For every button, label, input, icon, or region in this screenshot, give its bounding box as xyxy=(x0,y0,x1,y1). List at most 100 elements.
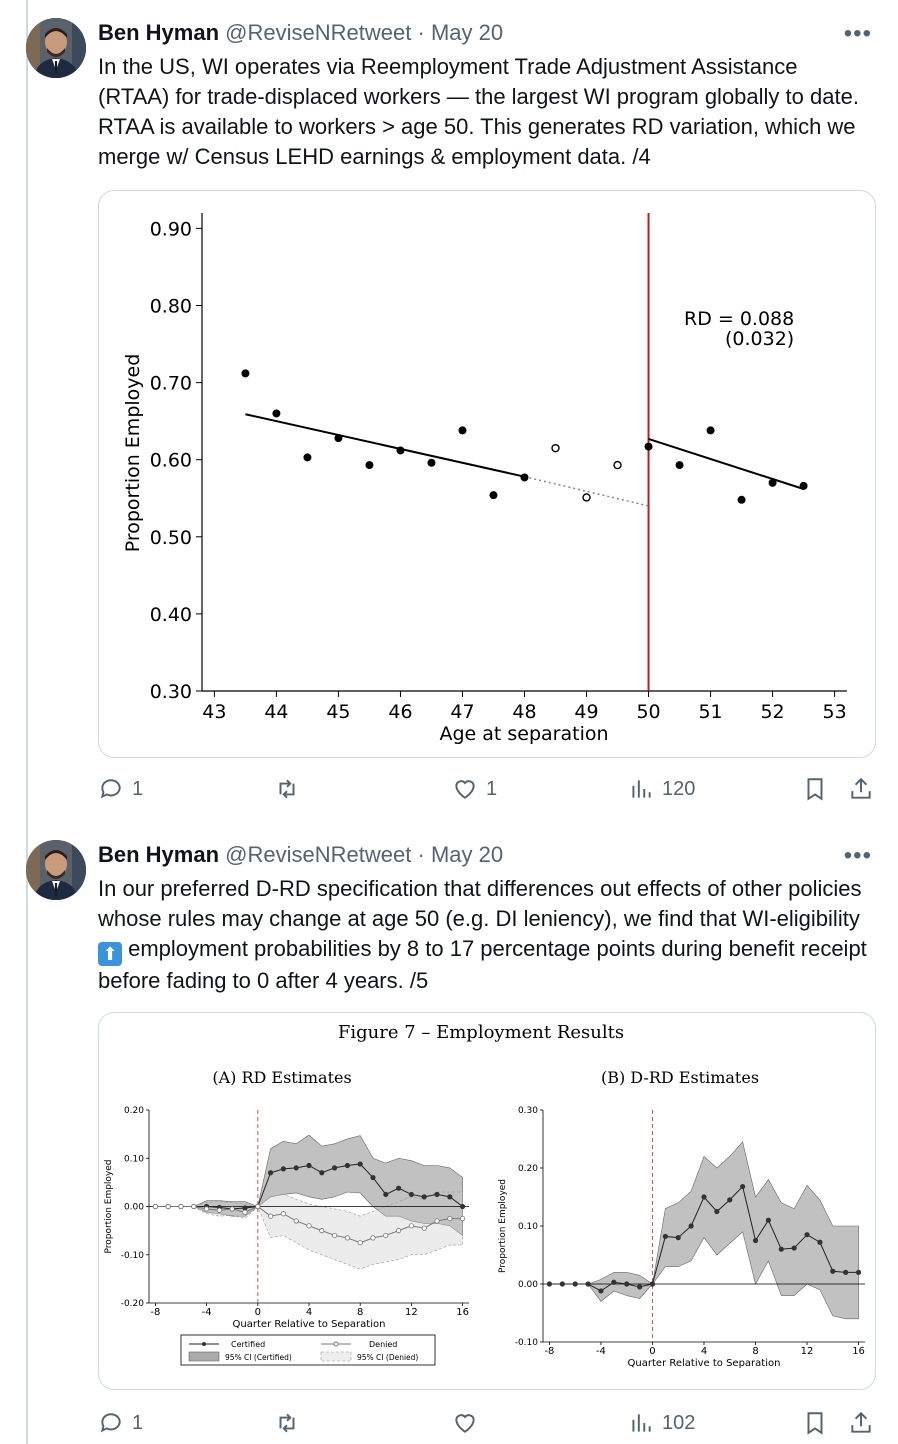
y-tick-label: 0.30 xyxy=(150,681,192,703)
tweet-actions: 1 102 xyxy=(98,1410,876,1440)
series-point xyxy=(191,1203,197,1210)
series-point xyxy=(370,1235,376,1241)
x-tick-label: 48 xyxy=(512,701,536,723)
series-point xyxy=(740,1183,746,1190)
tweet-text-part-2: employment probabilities by 8 to 17 perc… xyxy=(98,936,867,993)
more-icon[interactable]: ••• xyxy=(843,842,872,869)
tweet-date[interactable]: May 20 xyxy=(430,20,504,45)
share-button[interactable] xyxy=(848,776,874,802)
y-tick-label: 0.30 xyxy=(518,1106,538,1116)
y-tick-label: 0.00 xyxy=(124,1203,144,1213)
figure-title: Figure 7 – Employment Results xyxy=(338,1022,624,1043)
bookmark-button[interactable] xyxy=(802,1410,828,1436)
series-point xyxy=(572,1281,578,1287)
confidence-band xyxy=(549,1141,859,1320)
x-axis-label: Quarter Relative to Separation xyxy=(233,1319,386,1330)
retweet-button[interactable] xyxy=(274,1410,308,1436)
retweet-button[interactable] xyxy=(274,776,308,802)
author-name[interactable]: Ben Hyman xyxy=(98,842,220,867)
author-name[interactable]: Ben Hyman xyxy=(98,20,220,45)
views-button[interactable]: 120 xyxy=(628,776,695,802)
series-point xyxy=(598,1288,604,1294)
avatar[interactable] xyxy=(26,840,86,900)
thread-connector-line xyxy=(26,0,28,1444)
y-tick-label: 0.90 xyxy=(150,218,192,240)
series-point xyxy=(778,1246,784,1252)
series-point xyxy=(421,1225,427,1231)
series-point xyxy=(332,1232,338,1239)
series-point xyxy=(855,1269,862,1275)
series-point xyxy=(344,1162,350,1169)
data-point xyxy=(241,369,250,378)
author-handle[interactable]: @ReviseNRetweet xyxy=(225,20,412,45)
fit-line-extrapolated xyxy=(524,475,649,507)
series-point xyxy=(178,1203,184,1210)
x-tick-label: 12 xyxy=(405,1307,418,1318)
series-point xyxy=(727,1197,733,1203)
y-tick-label: 0.80 xyxy=(150,296,192,318)
y-tick-label: 0.40 xyxy=(150,604,192,626)
reply-icon xyxy=(100,1413,121,1433)
data-point xyxy=(303,453,312,462)
series-point xyxy=(306,1223,312,1229)
share-button[interactable] xyxy=(848,1410,874,1436)
retweet-icon xyxy=(279,1413,295,1433)
legend-ci-certified-label: 95% CI (Certified) xyxy=(225,1353,292,1362)
author-handle[interactable]: @ReviseNRetweet xyxy=(225,842,412,867)
series-point xyxy=(649,1281,656,1287)
y-tick-label: 0.50 xyxy=(150,527,192,549)
fit-line-right xyxy=(648,437,804,490)
legend-certified-marker xyxy=(202,1342,206,1346)
x-tick-label: 4 xyxy=(306,1307,312,1318)
series-point xyxy=(357,1240,363,1246)
like-button[interactable]: 1 xyxy=(452,776,497,802)
legend-certified-label: Certified xyxy=(231,1340,265,1349)
avatar[interactable] xyxy=(26,18,86,78)
chart-image-card[interactable]: Figure 7 – Employment Results (A) RD Esti… xyxy=(98,1012,876,1390)
x-tick-label: 0 xyxy=(255,1307,261,1318)
reply-button[interactable]: 1 xyxy=(98,1410,143,1436)
series-point xyxy=(843,1269,849,1275)
series-point xyxy=(280,1211,286,1217)
like-button[interactable] xyxy=(452,1410,486,1436)
series-point xyxy=(611,1279,617,1285)
x-axis-label: Quarter Relative to Separation xyxy=(628,1358,781,1369)
views-button[interactable]: 102 xyxy=(628,1410,695,1436)
series-point xyxy=(817,1239,823,1245)
employment-results-figure: Figure 7 – Employment Results (A) RD Esti… xyxy=(104,1022,865,1369)
reply-count: 1 xyxy=(132,777,144,800)
panel-title: (A) RD Estimates xyxy=(212,1068,351,1087)
tweet-header: Ben Hyman @ReviseNRetweet · May 20 xyxy=(98,842,503,868)
more-icon[interactable]: ••• xyxy=(843,20,872,47)
legend-denied-marker xyxy=(333,1341,339,1347)
series-point xyxy=(395,1185,402,1191)
y-tick-label: -0.20 xyxy=(121,1299,145,1309)
x-axis-label: Age at separation xyxy=(439,723,608,745)
bookmark-button[interactable] xyxy=(802,776,828,802)
share-icon xyxy=(851,1411,871,1433)
rd-scatter-chart: 0.30 0.40 0.50 0.60 0.70 0.80 0.90 43 44 45 46 47 48… xyxy=(122,213,847,745)
tweet-text-part-1: In our preferred D-RD specification that… xyxy=(98,876,862,931)
tweet-date[interactable]: May 20 xyxy=(430,842,504,867)
series-point xyxy=(280,1166,286,1172)
series-point xyxy=(791,1245,797,1251)
data-point xyxy=(272,409,281,418)
panel-title: (B) D-RD Estimates xyxy=(601,1068,759,1087)
series-point xyxy=(293,1165,299,1171)
reply-button[interactable]: 1 xyxy=(98,776,143,802)
series-point xyxy=(319,1170,325,1176)
chart-image-card[interactable]: 0.30 0.40 0.50 0.60 0.70 0.80 0.90 43 44 45 46 47 48… xyxy=(98,190,876,758)
series-point xyxy=(383,1232,389,1239)
x-tick-label: 51 xyxy=(698,701,722,723)
like-icon xyxy=(455,780,475,799)
y-tick-label: 0.10 xyxy=(518,1222,538,1232)
data-point xyxy=(706,426,715,435)
legend-denied-label: Denied xyxy=(369,1340,397,1349)
series-point xyxy=(332,1165,338,1171)
reply-icon xyxy=(100,779,121,799)
x-tick-label: 44 xyxy=(264,701,288,723)
rd-annotation-se: (0.032) xyxy=(725,328,794,350)
series-point xyxy=(447,1194,453,1200)
series-point xyxy=(408,1223,414,1229)
x-tick-label: 52 xyxy=(760,701,784,723)
